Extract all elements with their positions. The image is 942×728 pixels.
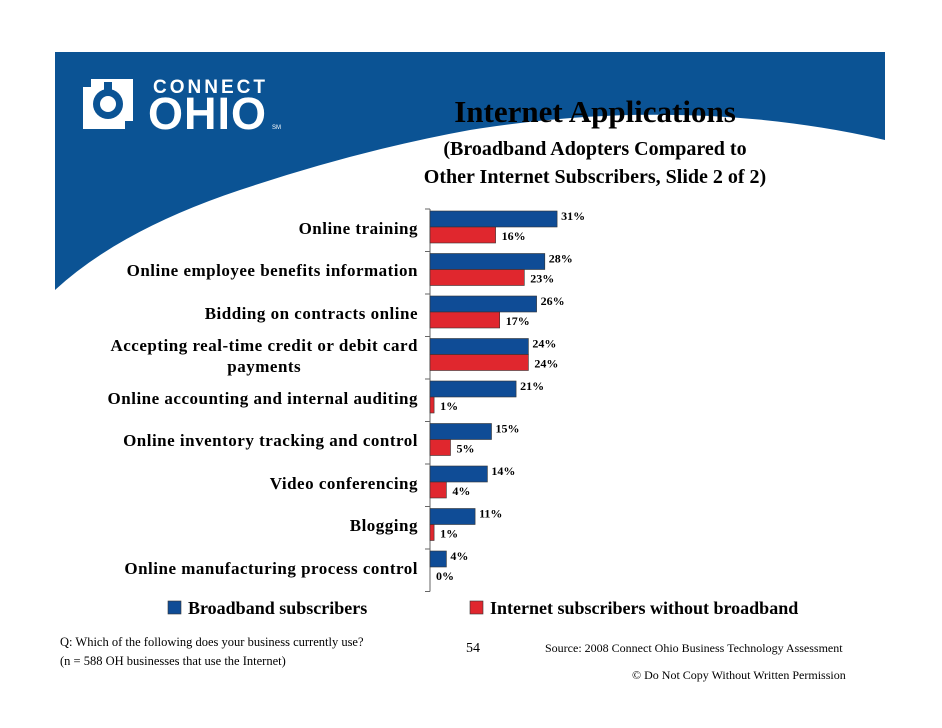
category-label: Online accounting and internal auditing [107, 388, 418, 408]
logo-text-ohio: OHIO [148, 88, 268, 139]
legend-non-broadband-swatch [469, 600, 484, 615]
value-label-broadband: 28% [549, 252, 573, 266]
category-label: Blogging [349, 516, 418, 536]
subtitle-line-1: (Broadband Adopters Compared to [443, 138, 747, 160]
value-label-non-broadband: 23% [530, 272, 554, 286]
bar-non-broadband [429, 311, 500, 329]
value-label-broadband: 15% [496, 422, 520, 436]
bar-non-broadband [429, 524, 435, 541]
survey-question: Q: Which of the following does your busi… [60, 633, 364, 671]
bar-non-broadband [429, 269, 525, 286]
legend-broadband-swatch [167, 600, 182, 615]
value-label-non-broadband: 5% [457, 442, 475, 456]
bar-broadband [429, 210, 558, 228]
value-label-broadband: 14% [491, 464, 515, 478]
copyright-notice: © Do Not Copy Without Written Permission [632, 668, 846, 682]
bar-non-broadband [429, 396, 435, 414]
source-note: Source: 2008 Connect Ohio Business Techn… [545, 641, 843, 655]
bar-broadband [429, 423, 492, 440]
value-label-non-broadband: 4% [452, 484, 470, 498]
value-label-non-broadband: 1% [440, 399, 458, 413]
subtitle-line-2: Other Internet Subscribers, Slide 2 of 2… [423, 166, 767, 188]
bar-non-broadband [429, 439, 451, 456]
value-label-non-broadband: 0% [436, 569, 454, 583]
legend-broadband-label: Broadband subscribers [188, 598, 367, 618]
value-label-broadband: 4% [450, 549, 468, 563]
question-line-2: (n = 588 OH businesses that use the Inte… [60, 654, 286, 668]
bar-broadband [429, 508, 476, 525]
value-label-broadband: 21% [520, 379, 544, 393]
logo-service-mark: SM [272, 125, 281, 131]
value-label-broadband: 24% [532, 337, 556, 351]
slide-title: Internet Applications [454, 94, 736, 129]
value-label-non-broadband: 16% [502, 229, 526, 243]
category-label: Online manufacturing process control [124, 558, 418, 578]
value-label-non-broadband: 24% [534, 357, 558, 371]
bar-broadband [429, 253, 546, 270]
logo-text-connect: CONNECT [153, 77, 268, 98]
category-label: Online employee benefits information [126, 261, 418, 281]
bar-broadband [429, 295, 537, 313]
category-label: Bidding on contracts online [204, 303, 418, 323]
value-label-broadband: 26% [541, 294, 565, 308]
bar-non-broadband [429, 226, 496, 244]
bar-non-broadband [429, 481, 447, 499]
category-label: Accepting real-time credit or debit card… [110, 335, 418, 376]
value-label-non-broadband: 17% [506, 314, 530, 328]
connect-ohio-logo-icon [83, 79, 133, 129]
slide-subtitle: (Broadband Adopters Compared to Other In… [380, 135, 810, 191]
value-label-broadband: 31% [561, 209, 585, 223]
page-number: 54 [466, 641, 480, 656]
question-line-1: Q: Which of the following does your busi… [60, 635, 364, 649]
bar-non-broadband [429, 354, 529, 371]
bar-broadband [429, 550, 447, 568]
legend-non-broadband-label: Internet subscribers without broadband [490, 598, 798, 618]
bar-broadband [429, 380, 517, 398]
category-label: Online training [298, 218, 418, 238]
bar-broadband [429, 338, 529, 355]
category-label: Video conferencing [269, 473, 418, 493]
value-label-non-broadband: 1% [440, 527, 458, 541]
category-label: Online inventory tracking and control [123, 431, 418, 451]
value-label-broadband: 11% [479, 507, 502, 521]
bar-broadband [429, 465, 488, 483]
